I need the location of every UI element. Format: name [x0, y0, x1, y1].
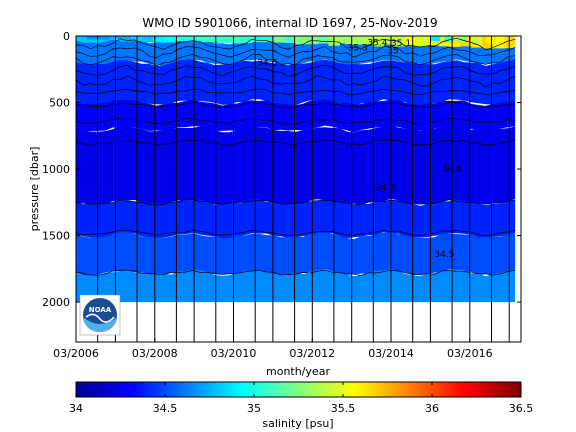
x-tick-label: 03/2016: [447, 347, 493, 360]
surface-band-cell: [444, 36, 455, 42]
profile-lines: [97, 36, 510, 342]
salinity-layer: [76, 269, 516, 303]
surface-band-cell: [196, 36, 209, 43]
colorbar-gradient: [75, 381, 522, 398]
contour-label: 35.3: [348, 44, 368, 54]
contour-line: [76, 139, 516, 146]
contour-line: [76, 229, 516, 237]
surface-band-cell: [240, 36, 253, 43]
surface-band-cell: [350, 36, 362, 45]
x-axis-label: month/year: [266, 365, 330, 378]
surface-band-cell: [262, 36, 275, 43]
plot-area: 34.634.634.534.535.335.4 35.135 03/2006 03…: [42, 30, 522, 360]
x-tick-label: 03/2006: [53, 347, 99, 360]
chart-title: WMO ID 5901066, internal ID 1697, 25-Nov…: [142, 16, 437, 30]
surface-band-cell: [471, 36, 482, 44]
contour-label: 34.6: [257, 58, 277, 68]
surface-band-cell: [174, 36, 187, 42]
contour-line: [76, 199, 516, 206]
contour-line: [76, 88, 516, 96]
surface-band-cell: [430, 36, 441, 42]
salinity-contours: [76, 37, 516, 276]
colorbar-label: salinity [psu]: [262, 417, 333, 430]
contour-line: [76, 37, 516, 51]
surface-band-cell: [185, 36, 198, 42]
contour-label: 34.5: [375, 183, 395, 193]
salinity-layer: [76, 199, 516, 239]
surface-band-cell: [284, 36, 297, 43]
surface-band-cell: [493, 36, 505, 49]
noaa-logo: NOAA: [79, 294, 121, 336]
surface-band-cell: [485, 36, 496, 44]
colorbar-tick-label: 34: [69, 402, 83, 415]
surface-band-cell: [405, 36, 417, 47]
surface-band-cell: [251, 36, 264, 43]
x-tick-label: 03/2014: [368, 347, 414, 360]
surface-band-cell: [119, 36, 132, 42]
surface-band-cell: [76, 36, 88, 40]
contour-label: 35: [387, 46, 398, 56]
surface-band-cell: [394, 36, 406, 47]
salinity-layer: [76, 232, 516, 277]
surface-band-cell: [273, 36, 286, 43]
surface-band-cell: [295, 36, 307, 45]
y-tick-label: 500: [49, 97, 70, 110]
surface-band-cell: [458, 36, 468, 43]
surface-band-cell: [339, 36, 351, 44]
surface-band-cell: [416, 36, 428, 47]
contour-label: 34.6: [442, 165, 462, 175]
salinity-layer: [76, 59, 516, 106]
surface-band-cell: [317, 36, 329, 44]
y-axis-ticks: 0 500 1000 1500 2000: [42, 30, 521, 309]
surface-band-cell: [361, 36, 373, 45]
surface-band-cell: [207, 36, 220, 42]
x-tick-label: 03/2012: [289, 347, 335, 360]
surface-band-cell: [98, 36, 110, 40]
contour-label: 34.5: [434, 250, 454, 260]
colorbar-tick-label: 35: [247, 402, 261, 415]
y-tick-label: 2000: [42, 296, 70, 309]
colorbar-tick-label: 35.5: [331, 402, 356, 415]
surface-band-cell: [163, 36, 176, 43]
contour-label: 35.4: [367, 38, 387, 48]
contour-line: [76, 269, 516, 276]
contour-label: 35.1: [391, 39, 411, 49]
x-axis-ticks: 03/2006 03/2008 03/2010 03/2012 03/2014 03/20…: [53, 36, 493, 360]
colorbar: 34 34.5 35 35.5 36 36.5 salinity [psu]: [69, 381, 533, 430]
surface-band-cell: [218, 36, 231, 43]
contour-line: [76, 64, 516, 77]
contour-line: [76, 45, 516, 59]
surface-band-cell: [372, 36, 384, 47]
surface-band-cell: [504, 36, 516, 49]
salinity-layer: [76, 99, 516, 133]
colorbar-tick-label: 36.5: [509, 402, 534, 415]
contour-line: [76, 118, 516, 125]
x-tick-label: 03/2010: [211, 347, 257, 360]
surface-band-cell: [141, 36, 154, 43]
colorbar-ticks: 34 34.5 35 35.5 36 36.5: [69, 382, 533, 415]
contour-line: [76, 53, 516, 67]
salinity-layer: [76, 126, 516, 206]
noaa-logo-text: NOAA: [89, 306, 112, 314]
surface-band-cell: [449, 36, 461, 47]
x-tick-label: 03/2008: [132, 347, 178, 360]
y-tick-label: 1000: [42, 163, 70, 176]
y-axis-label: pressure [dbar]: [28, 147, 41, 232]
y-tick-label: 1500: [42, 230, 70, 243]
y-tick-label: 0: [63, 30, 70, 43]
surface-band-cell: [108, 36, 121, 40]
contour-labels: 34.6 34.6 34.5 34.5 35.335.4 35.135: [257, 38, 462, 260]
contour-line: [76, 75, 516, 88]
surface-band-cell: [229, 36, 242, 44]
surface-band-cell: [152, 36, 165, 43]
salinity-fill-layers: [76, 36, 516, 303]
contour-line: [76, 101, 516, 109]
surface-band-cell: [87, 36, 99, 40]
plot-frame: [75, 35, 522, 343]
colorbar-tick-label: 36: [425, 402, 439, 415]
colorbar-tick-label: 34.5: [153, 402, 178, 415]
